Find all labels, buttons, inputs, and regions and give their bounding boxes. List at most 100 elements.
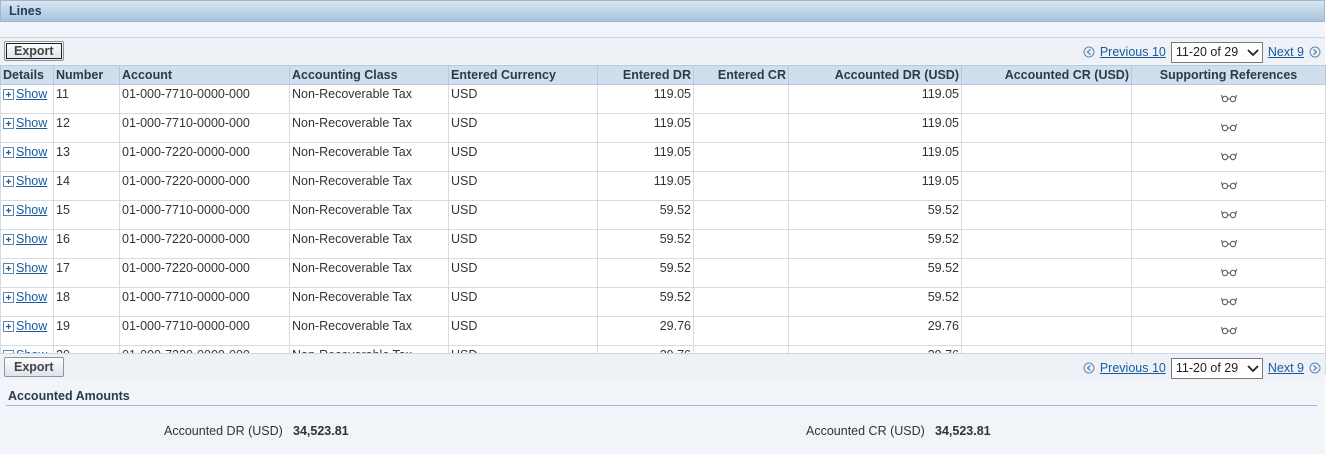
table-row: Show 18 01-000-7710-0000-000 Non-Recoverabl… (0, 287, 1326, 317)
entered-currency: USD (451, 87, 478, 101)
expand-icon[interactable] (3, 234, 14, 245)
show-link[interactable]: Show (16, 290, 48, 304)
next-icon[interactable] (1309, 46, 1321, 58)
table-cell (693, 229, 789, 259)
table-cell (693, 258, 789, 288)
show-link[interactable]: Show (16, 319, 48, 333)
expand-icon[interactable] (3, 263, 14, 274)
table-cell: 59.52 (597, 229, 694, 259)
table-row: Show 12 01-000-7710-0000-000 Non-Recoverabl… (0, 113, 1326, 143)
expand-icon[interactable] (3, 89, 14, 100)
entered-dr: 29.76 (659, 319, 691, 333)
table-cell: 29.76 (597, 316, 694, 346)
accounting-class: Non-Recoverable Tax (292, 116, 412, 130)
table-cell: 119.05 (597, 84, 694, 114)
accounting-class: Non-Recoverable Tax (292, 232, 412, 246)
table-cell: 119.05 (788, 171, 962, 201)
table-cell (693, 84, 789, 114)
entered-dr: 119.05 (653, 87, 691, 101)
column-header: Entered DR (597, 65, 694, 85)
table-cell: 119.05 (788, 142, 962, 172)
expand-icon[interactable] (3, 176, 14, 187)
table-cell: 59.52 (597, 287, 694, 317)
expand-icon[interactable] (3, 147, 14, 158)
accounted-dr: 29.76 (927, 319, 959, 333)
entered-dr: 119.05 (653, 116, 691, 130)
expand-icon[interactable] (3, 292, 14, 303)
previous-link[interactable]: Previous 10 (1099, 361, 1166, 375)
table-cell: USD (448, 258, 598, 288)
previous-link[interactable]: Previous 10 (1099, 45, 1166, 59)
next-link[interactable]: Next 9 (1267, 45, 1304, 59)
previous-icon[interactable] (1083, 46, 1095, 58)
show-link[interactable]: Show (16, 203, 48, 217)
expand-icon[interactable] (3, 321, 14, 332)
show-link[interactable]: Show (16, 174, 48, 188)
range-select[interactable]: 11-20 of 29 (1170, 357, 1263, 379)
view-references-icon[interactable] (1220, 180, 1237, 190)
accounted-dr: 59.52 (927, 232, 959, 246)
export-button[interactable]: Export (4, 357, 64, 377)
table-cell (1131, 113, 1326, 143)
table-cell: 11 (53, 84, 120, 114)
entered-dr: 59.52 (659, 261, 691, 275)
table-row: Show 16 01-000-7220-0000-000 Non-Recoverabl… (0, 229, 1326, 259)
top-toolbar: Export Previous 10 11-20 of 29 Next 9 (0, 37, 1325, 63)
next-icon[interactable] (1309, 362, 1321, 374)
previous-icon[interactable] (1083, 362, 1095, 374)
account: 01-000-7220-0000-000 (122, 174, 250, 188)
table-cell: 59.52 (597, 200, 694, 230)
table-cell: USD (448, 84, 598, 114)
accounting-class: Non-Recoverable Tax (292, 145, 412, 159)
table-cell (961, 200, 1132, 230)
table-cell: Show (0, 200, 54, 230)
account: 01-000-7710-0000-000 (122, 203, 250, 217)
table-cell: Non-Recoverable Tax (289, 171, 449, 201)
table-cell (961, 171, 1132, 201)
table-row: Show 15 01-000-7710-0000-000 Non-Recoverabl… (0, 200, 1326, 230)
view-references-icon[interactable] (1220, 151, 1237, 161)
summary-label: Accounted CR (USD) (806, 424, 925, 438)
show-link[interactable]: Show (16, 87, 48, 101)
table-cell: USD (448, 113, 598, 143)
account: 01-000-7220-0000-000 (122, 145, 250, 159)
lines-panel: Export Previous 10 11-20 of 29 Next 9 De… (0, 22, 1326, 454)
table-cell (961, 142, 1132, 172)
export-button[interactable]: Export (4, 41, 64, 61)
show-link[interactable]: Show (16, 261, 48, 275)
view-references-icon[interactable] (1220, 325, 1237, 335)
table-cell: Show (0, 84, 54, 114)
view-references-icon[interactable] (1220, 238, 1237, 248)
next-link[interactable]: Next 9 (1267, 361, 1304, 375)
show-link[interactable]: Show (16, 232, 48, 246)
view-references-icon[interactable] (1220, 93, 1237, 103)
accounted-dr: 119.05 (921, 174, 959, 188)
expand-icon[interactable] (3, 205, 14, 216)
column-header: Accounted CR (USD) (961, 65, 1132, 85)
view-references-icon[interactable] (1220, 209, 1237, 219)
table-cell: Show (0, 171, 54, 201)
expand-icon[interactable] (3, 118, 14, 129)
column-header: Accounting Class (289, 65, 449, 85)
table-cell (693, 287, 789, 317)
table-row: Show 19 01-000-7710-0000-000 Non-Recoverabl… (0, 316, 1326, 346)
number: 19 (56, 319, 70, 333)
show-link[interactable]: Show (16, 116, 48, 130)
table-cell (1131, 258, 1326, 288)
table-cell: 01-000-7710-0000-000 (119, 316, 290, 346)
view-references-icon[interactable] (1220, 296, 1237, 306)
view-references-icon[interactable] (1220, 122, 1237, 132)
table-cell: 119.05 (597, 171, 694, 201)
show-link[interactable]: Show (16, 145, 48, 159)
view-references-icon[interactable] (1220, 267, 1237, 277)
table-cell: 12 (53, 113, 120, 143)
range-select[interactable]: 11-20 of 29 (1170, 41, 1263, 63)
entered-currency: USD (451, 261, 478, 275)
bottom-toolbar: Export Previous 10 11-20 of 29 Next 9 (0, 353, 1325, 379)
table-cell: 01-000-7220-0000-000 (119, 258, 290, 288)
table-cell: Non-Recoverable Tax (289, 316, 449, 346)
table-cell (693, 316, 789, 346)
number: 13 (56, 145, 70, 159)
accounted-dr: 119.05 (921, 145, 959, 159)
table-cell: Show (0, 229, 54, 259)
